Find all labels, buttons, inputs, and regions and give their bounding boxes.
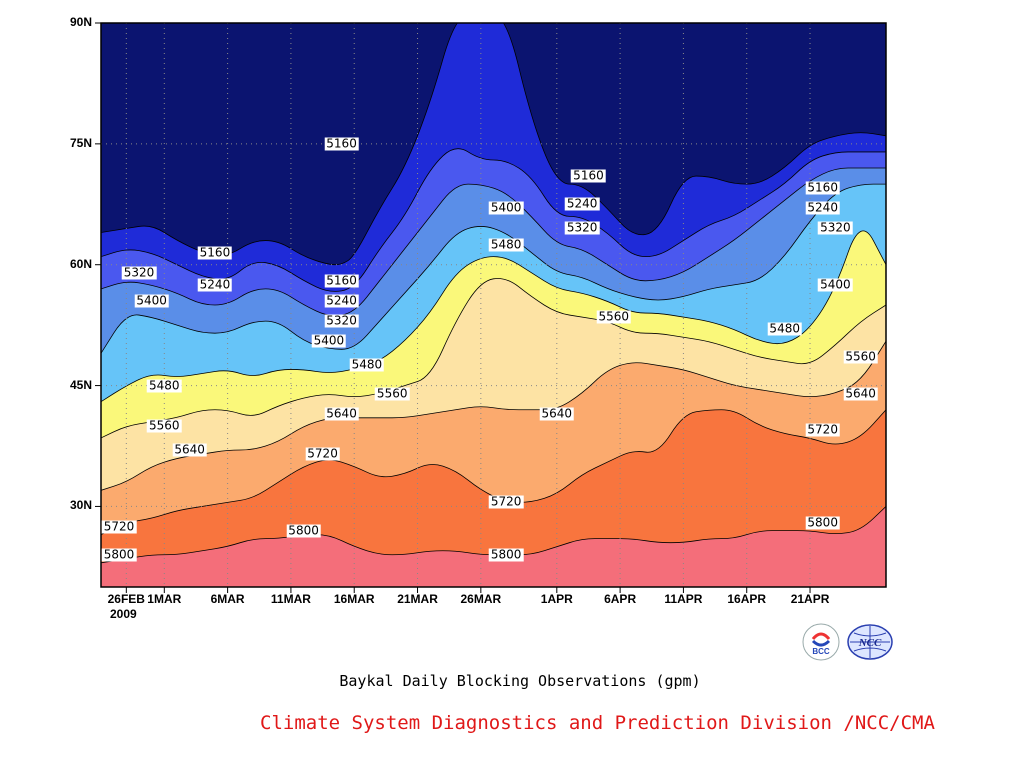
credit-line: Climate System Diagnostics and Predictio… — [260, 712, 935, 734]
contour-label: 5640 — [539, 406, 575, 421]
grid-lines — [101, 22, 886, 587]
contour-label: 5240 — [805, 200, 840, 215]
contour-line-5400 — [101, 183, 886, 354]
x-tick-label: 11MAR — [270, 592, 311, 606]
y-tick-label: 75N — [69, 135, 92, 150]
contour-label: 5640 — [324, 406, 359, 421]
contour-label: 5160 — [805, 180, 840, 195]
chart-subtitle: Baykal Daily Blocking Observations (gpm) — [339, 672, 701, 690]
plot-frame — [100, 22, 887, 588]
contour-label: 5640 — [843, 386, 878, 401]
contour-label: 5320 — [324, 313, 359, 328]
contour-label: 5400 — [134, 293, 169, 308]
contour-label: 5240 — [197, 277, 233, 292]
x-tick-label: 26MAR — [460, 592, 502, 606]
x-axis-year: 2009 — [110, 607, 137, 621]
x-tick-label: 21APR — [790, 592, 830, 606]
contour-label: 5400 — [818, 277, 853, 292]
contour-line-5720 — [101, 409, 886, 535]
contour-label: 5800 — [101, 547, 137, 562]
x-tick-label: 1MAR — [147, 592, 182, 606]
contour-label: 5560 — [843, 349, 878, 364]
ncc-logo-text: NCC — [858, 637, 882, 649]
bcc-logo-text: BCC — [812, 647, 830, 656]
x-tick-label: 11APR — [664, 592, 703, 606]
contour-label: 5560 — [374, 386, 410, 401]
contour-label: 5240 — [564, 196, 600, 211]
x-tick-label: 16MAR — [333, 592, 375, 606]
contour-label: 5160 — [571, 168, 606, 183]
contour-label: 5240 — [324, 293, 359, 308]
x-tick-label: 6APR — [604, 592, 637, 606]
contour-label: 5160 — [197, 245, 233, 260]
x-tick-label: 1APR — [540, 592, 573, 606]
contour-label: 5480 — [147, 378, 182, 393]
contour-label: 5400 — [311, 333, 347, 348]
axis-ticks — [95, 22, 811, 593]
contour-label: 5400 — [488, 200, 524, 215]
x-tick-label: 6MAR — [210, 592, 245, 606]
contour-label: 5560 — [147, 418, 182, 433]
x-tick-label: 26FEB — [107, 592, 145, 606]
contour-label: 5640 — [172, 442, 207, 457]
band-fill-5800 — [101, 506, 886, 587]
contour-label: 5800 — [286, 523, 321, 538]
y-tick-label: 30N — [69, 498, 92, 513]
bcc-logo: BCC — [801, 622, 841, 662]
x-tick-label: 16APR — [727, 592, 767, 606]
ncc-logo: NCC — [846, 622, 894, 662]
contour-label: 5720 — [305, 446, 340, 461]
y-tick-label: 45N — [69, 377, 92, 392]
contour-label: 5720 — [488, 494, 524, 509]
contour-line-5640 — [101, 341, 886, 491]
y-tick-label: 90N — [69, 15, 92, 29]
contour-line-5480 — [101, 230, 886, 403]
contour-label: 5560 — [596, 309, 632, 324]
y-tick-label: 60N — [69, 256, 92, 271]
contour-label: 5480 — [767, 321, 802, 336]
contour-line-5320 — [101, 167, 886, 316]
contour-label: 5160 — [324, 136, 359, 151]
x-tick-label: 21MAR — [397, 592, 438, 606]
contour-label: 5800 — [488, 547, 524, 562]
contour-label: 5720 — [805, 422, 840, 437]
contour-label: 5320 — [121, 265, 157, 280]
contour-label: 5800 — [805, 515, 840, 530]
contour-label: 5160 — [324, 273, 359, 288]
contour-label: 5320 — [564, 220, 600, 235]
contour-label: 5720 — [101, 519, 137, 534]
contour-label: 5320 — [818, 220, 853, 235]
contour-label: 5480 — [349, 357, 385, 372]
contour-line-5800 — [101, 506, 886, 564]
contour-label: 5480 — [488, 237, 524, 252]
